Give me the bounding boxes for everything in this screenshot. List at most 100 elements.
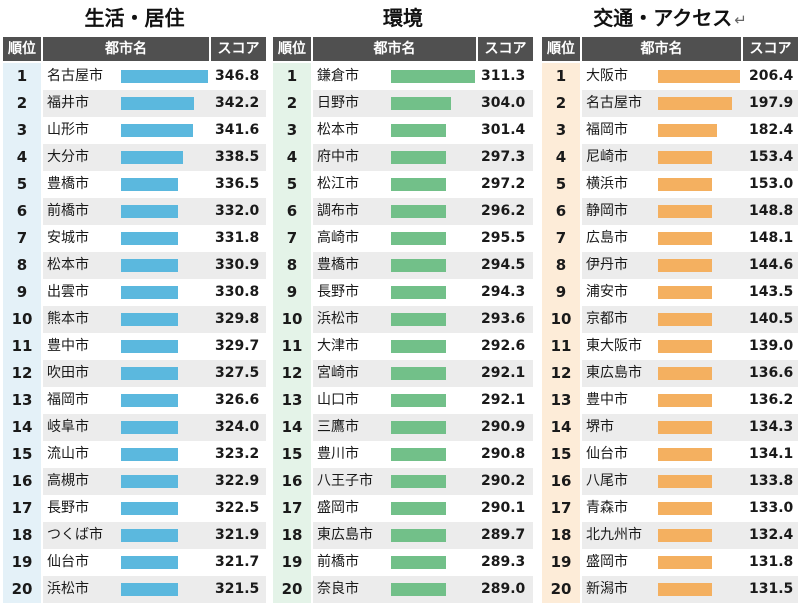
table-row: 17 青森市 133.0 xyxy=(542,495,798,522)
score-bar xyxy=(658,394,713,407)
score-value: 297.2 xyxy=(481,176,526,192)
table-row: 18 東広島市 289.7 xyxy=(273,522,533,549)
table-row: 16 高槻市 322.9 xyxy=(3,468,266,495)
rank-number: 6 xyxy=(542,198,580,225)
score-bar xyxy=(391,583,447,596)
table-row: 17 長野市 322.5 xyxy=(3,495,266,522)
city-name: 伊丹市 xyxy=(586,257,628,273)
rank-number: 9 xyxy=(542,279,580,306)
ranking-panel-environment: 環境 順位 都市名 スコア 1 鎌倉市 311.3 2 日野市 304.0 3 松本市 301.… xyxy=(273,0,533,603)
rank-number: 12 xyxy=(273,360,311,387)
table-row: 3 山形市 341.6 xyxy=(3,117,266,144)
rank-number: 6 xyxy=(3,198,41,225)
score-bar xyxy=(121,286,179,299)
score-value: 292.6 xyxy=(481,338,526,354)
table-row: 9 長野市 294.3 xyxy=(273,279,533,306)
rank-number: 11 xyxy=(273,333,311,360)
city-name: 宮崎市 xyxy=(317,365,359,381)
city-name: 長野市 xyxy=(47,500,89,516)
score-value: 136.6 xyxy=(749,365,794,381)
city-name: 仙台市 xyxy=(47,554,89,570)
rank-number: 7 xyxy=(273,225,311,252)
city-name: 北九州市 xyxy=(586,527,642,543)
panel-title-text: 交通・アクセス xyxy=(593,6,733,30)
table-row: 13 福岡市 326.6 xyxy=(3,387,266,414)
score-bar xyxy=(391,448,447,461)
city-name: 豊橋市 xyxy=(47,176,89,192)
rank-number: 8 xyxy=(273,252,311,279)
score-bar xyxy=(121,421,179,434)
score-bar xyxy=(391,529,447,542)
city-name: 熊本市 xyxy=(47,311,89,327)
city-name: 大阪市 xyxy=(586,68,628,84)
score-bar xyxy=(658,340,713,353)
score-value: 136.2 xyxy=(749,392,794,408)
rank-number: 4 xyxy=(273,144,311,171)
ranking-panel-access: 交通・アクセス ↵ 順位 都市名 スコア 1 大阪市 206.4 2 名古屋市 197.9 3… xyxy=(542,0,798,603)
score-value: 324.0 xyxy=(215,419,260,435)
score-bar xyxy=(391,340,447,353)
score-value: 331.8 xyxy=(215,230,260,246)
score-value: 329.7 xyxy=(215,338,260,354)
score-bar xyxy=(658,124,718,137)
table-header: 順位 都市名 スコア xyxy=(542,37,798,61)
table-row: 7 高崎市 295.5 xyxy=(273,225,533,252)
score-value: 140.5 xyxy=(749,311,794,327)
score-value: 321.5 xyxy=(215,581,260,597)
score-bar xyxy=(121,259,179,272)
rank-number: 4 xyxy=(542,144,580,171)
score-bar xyxy=(121,178,179,191)
city-name: 福岡市 xyxy=(586,122,628,138)
table-row: 13 山口市 292.1 xyxy=(273,387,533,414)
table-row: 9 出雲市 330.8 xyxy=(3,279,266,306)
table-row: 16 八尾市 133.8 xyxy=(542,468,798,495)
rank-number: 17 xyxy=(542,495,580,522)
score-bar xyxy=(121,340,179,353)
rank-number: 11 xyxy=(542,333,580,360)
score-value: 330.9 xyxy=(215,257,260,273)
table-row: 5 豊橋市 336.5 xyxy=(3,171,266,198)
score-value: 134.1 xyxy=(749,446,794,462)
score-bar xyxy=(391,178,447,191)
rank-number: 16 xyxy=(542,468,580,495)
score-value: 153.0 xyxy=(749,176,794,192)
score-value: 323.2 xyxy=(215,446,260,462)
city-name: 豊橋市 xyxy=(317,257,359,273)
table-row: 18 つくば市 321.9 xyxy=(3,522,266,549)
rank-number: 13 xyxy=(3,387,41,414)
table-row: 19 仙台市 321.7 xyxy=(3,549,266,576)
score-bar xyxy=(658,97,732,110)
rank-number: 20 xyxy=(273,576,311,603)
city-name: 調布市 xyxy=(317,203,359,219)
rank-number: 20 xyxy=(542,576,580,603)
rank-number: 18 xyxy=(273,522,311,549)
score-value: 131.5 xyxy=(749,581,794,597)
rank-number: 2 xyxy=(273,90,311,117)
score-bar xyxy=(121,502,179,515)
score-value: 346.8 xyxy=(215,68,260,84)
rank-number: 13 xyxy=(542,387,580,414)
score-bar xyxy=(658,259,713,272)
rank-number: 8 xyxy=(542,252,580,279)
rank-number: 18 xyxy=(542,522,580,549)
score-value: 133.8 xyxy=(749,473,794,489)
city-name: 流山市 xyxy=(47,446,89,462)
table-header: 順位 都市名 スコア xyxy=(3,37,266,61)
rank-number: 17 xyxy=(3,495,41,522)
city-name: 豊中市 xyxy=(47,338,89,354)
city-name: 新潟市 xyxy=(586,581,628,597)
score-bar xyxy=(391,502,447,515)
return-mark-icon: ↵ xyxy=(734,11,747,29)
score-bar xyxy=(391,124,447,137)
ranking-panel-living: 生活・居住 順位 都市名 スコア 1 名古屋市 346.8 2 福井市 342.2 3 山形市… xyxy=(3,0,266,603)
score-value: 133.0 xyxy=(749,500,794,516)
score-value: 301.4 xyxy=(481,122,526,138)
rank-number: 7 xyxy=(3,225,41,252)
rank-number: 16 xyxy=(3,468,41,495)
score-bar xyxy=(658,313,713,326)
table-row: 4 大分市 338.5 xyxy=(3,144,266,171)
score-bar xyxy=(121,394,179,407)
table-row: 15 豊川市 290.8 xyxy=(273,441,533,468)
score-value: 321.9 xyxy=(215,527,260,543)
score-value: 197.9 xyxy=(749,95,794,111)
